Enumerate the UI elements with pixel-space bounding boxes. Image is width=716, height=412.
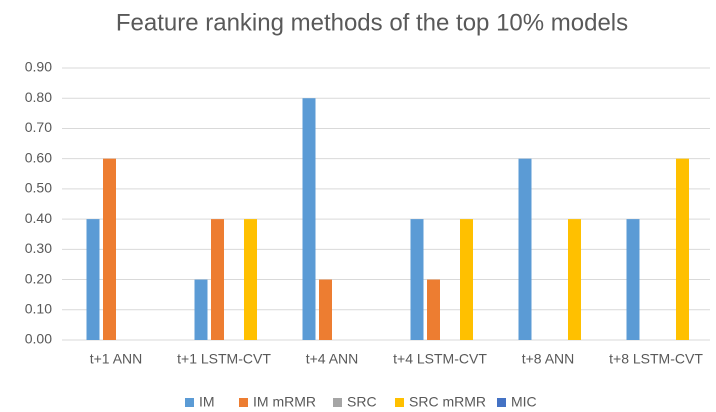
x-tick-label: t+8 LSTM-CVT	[609, 351, 703, 367]
chart-title: Feature ranking methods of the top 10% m…	[116, 9, 628, 36]
legend-swatch	[395, 398, 404, 407]
legend-swatch	[185, 398, 194, 407]
x-tick-label: t+1 LSTM-CVT	[177, 351, 271, 367]
x-tick-label: t+8 ANN	[522, 351, 575, 367]
bar	[676, 158, 689, 340]
x-tick-label: t+4 LSTM-CVT	[393, 351, 487, 367]
y-tick-label: 0.10	[25, 300, 52, 316]
bar	[460, 219, 473, 340]
x-tick-label: t+4 ANN	[306, 351, 359, 367]
bar	[410, 219, 424, 340]
bar	[302, 98, 316, 340]
bar	[319, 279, 332, 340]
legend-label: MIC	[511, 394, 537, 410]
y-tick-label: 0.80	[25, 89, 52, 105]
bar	[568, 219, 581, 340]
bar	[427, 279, 440, 340]
legend-label: SRC	[347, 394, 377, 410]
bar	[103, 158, 116, 340]
legend-label: SRC mRMR	[409, 394, 486, 410]
y-tick-label: 0.30	[25, 240, 52, 256]
y-tick-label: 0.20	[25, 270, 52, 286]
y-tick-label: 0.40	[25, 210, 52, 226]
bar	[626, 219, 640, 340]
bar	[86, 219, 100, 340]
y-tick-label: 0.70	[25, 119, 52, 135]
legend-label: IM mRMR	[253, 394, 316, 410]
bar	[244, 219, 257, 340]
y-tick-label: 0.50	[25, 180, 52, 196]
bar	[211, 219, 224, 340]
x-tick-label: t+1 ANN	[90, 351, 143, 367]
y-tick-label: 0.60	[25, 149, 52, 165]
y-tick-label: 0.90	[25, 59, 52, 75]
y-tick-label: 0.00	[25, 331, 52, 347]
bar	[194, 279, 208, 340]
legend-swatch	[333, 398, 342, 407]
legend-swatch	[239, 398, 248, 407]
legend-swatch	[497, 398, 506, 407]
legend-label: IM	[199, 394, 215, 410]
bar	[518, 158, 532, 340]
